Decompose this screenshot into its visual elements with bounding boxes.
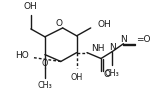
Text: O: O: [104, 70, 111, 79]
Text: O: O: [55, 19, 62, 29]
Text: CH₃: CH₃: [105, 69, 120, 78]
Text: N: N: [120, 35, 127, 44]
Text: =O: =O: [136, 35, 151, 44]
Text: NH: NH: [91, 44, 104, 53]
Text: CH₃: CH₃: [38, 81, 52, 90]
Text: O: O: [42, 59, 48, 68]
Text: OH: OH: [24, 2, 38, 11]
Text: HO: HO: [15, 51, 29, 60]
Text: OH: OH: [97, 20, 111, 29]
Text: OH: OH: [71, 73, 83, 82]
Text: N: N: [109, 43, 116, 52]
